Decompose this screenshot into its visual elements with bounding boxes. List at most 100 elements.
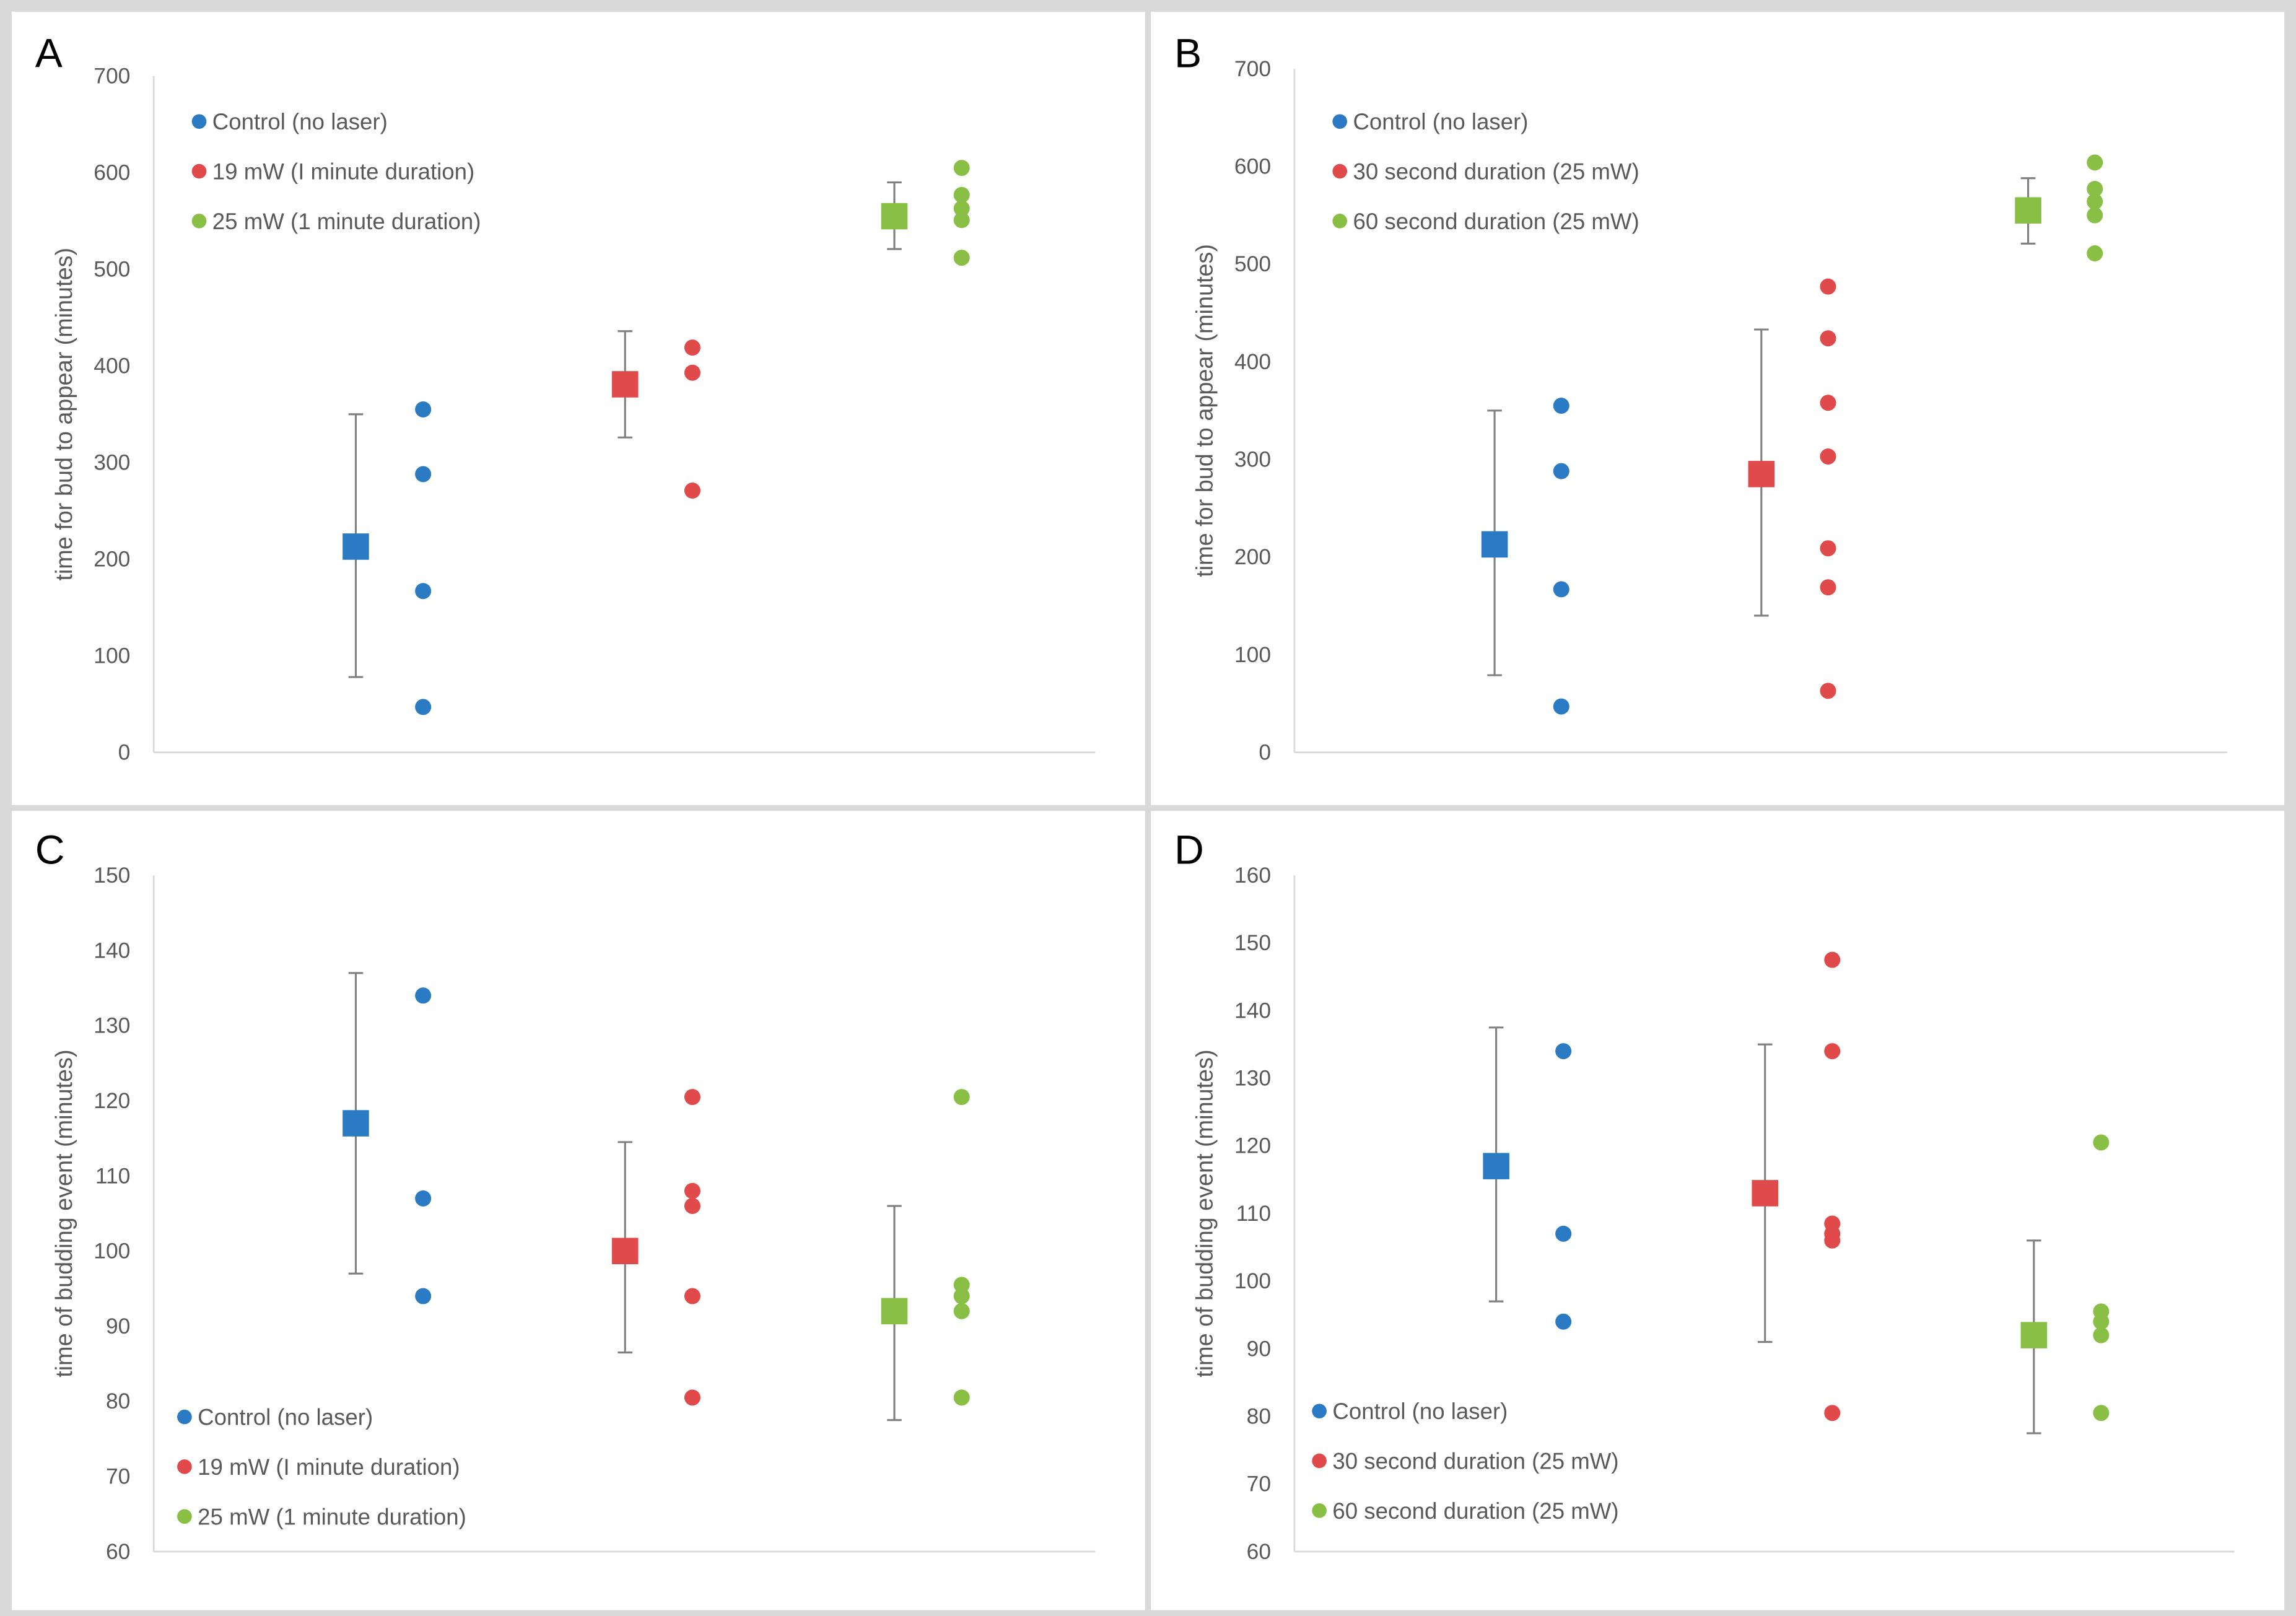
legend-marker [1312,1503,1327,1518]
y-tick-label: 100 [1234,1269,1271,1293]
y-tick-label: 60 [1247,1539,1271,1564]
y-tick-label: 200 [1234,544,1271,569]
data-point [953,1277,970,1293]
data-point [2087,180,2103,197]
data-point [2093,1327,2110,1343]
panel-label: C [35,827,65,873]
y-tick-label: 0 [118,740,131,765]
mean-marker [1483,1153,1509,1179]
legend-marker [1332,164,1348,179]
data-point [415,699,432,715]
data-point [1820,330,1836,347]
mean-marker [343,533,369,560]
y-tick-label: 110 [95,1163,131,1188]
data-point [1820,448,1836,465]
data-point [2093,1313,2110,1330]
data-point [1820,683,1836,699]
series-3 [2015,154,2103,262]
legend-label: 30 second duration (25 mW) [1353,159,1639,185]
series-1 [1481,398,1569,715]
data-point [1555,1313,1572,1330]
data-point [1553,398,1569,414]
series-1 [1483,1026,1572,1330]
legend-label: Control (no laser) [212,109,388,134]
legend-marker [1332,114,1348,129]
legend-label: 60 second duration (25 mW) [1332,1498,1618,1524]
y-tick-label: 600 [94,160,130,185]
panel-b: 0 100 200 300 400 500 600 700 time for bud to ap… [1151,11,2285,805]
y-tick-label: 700 [94,64,130,89]
y-tick-label: 200 [94,547,130,572]
panel-a: 0 100 200 300 400 500 600 700 time for bud to ap… [11,11,1145,805]
y-tick-label: 500 [1234,251,1271,276]
data-point [953,1389,970,1406]
y-tick-label: 60 [106,1539,130,1564]
series-2 [611,1089,701,1406]
data-point [415,583,432,600]
panel-background [1151,811,2285,1610]
data-point [1553,698,1569,715]
data-point [684,1182,701,1199]
data-point [953,1089,970,1106]
data-point [1553,463,1569,479]
mean-marker [881,1298,908,1325]
data-point [953,160,970,177]
legend-label: 25 mW (1 minute duration) [198,1504,466,1529]
legend-marker [177,1509,192,1524]
mean-marker [881,203,908,230]
mean-marker [1481,531,1508,558]
mean-marker [2015,197,2041,224]
series-3 [2020,1134,2110,1435]
legend-label: Control (no laser) [1353,109,1528,134]
legend-marker [191,214,207,229]
data-point [2087,245,2103,262]
legend-marker [177,1409,192,1425]
data-point [415,466,432,483]
y-tick-label: 80 [1247,1404,1271,1428]
legend-label: 25 mW (1 minute duration) [212,209,481,234]
data-point [684,1089,701,1106]
data-point [953,200,970,217]
data-point [953,1303,970,1319]
mean-marker [611,1238,639,1265]
data-point [684,1288,701,1304]
y-axis-label: time for bud to appear (minutes) [51,248,77,581]
series-3 [881,160,970,266]
series-3 [881,1089,970,1422]
mean-marker [343,1110,369,1137]
legend-label: 19 mW (I minute duration) [212,159,474,185]
legend-label: 60 second duration (25 mW) [1353,209,1639,234]
mean-marker [1752,1180,1778,1207]
panel-label: B [1174,31,1202,77]
data-point [953,212,970,229]
data-point [415,987,432,1004]
data-point [684,1197,701,1214]
panel-c: 60 70 80 90 100 110 120 130 140 150 time of buddin… [11,811,1145,1610]
panel-background [11,811,1145,1610]
data-point [1824,1405,1841,1422]
data-point [684,364,701,381]
y-tick-label: 70 [1247,1472,1271,1496]
mean-marker [611,371,639,398]
data-point [953,1288,970,1304]
y-tick-label: 100 [1234,642,1271,667]
panel-background [1151,11,2285,805]
mean-marker [1748,461,1775,487]
y-tick-label: 300 [94,450,130,475]
y-axis-label: time for bud to appear (minutes) [1192,244,1218,577]
y-tick-label: 160 [1234,863,1271,888]
legend-label: Control (no laser) [198,1405,373,1430]
panel-label: D [1174,827,1204,873]
y-tick-label: 600 [1234,154,1271,179]
data-point [2087,154,2103,171]
data-point [2087,207,2103,224]
y-tick-label: 700 [1234,56,1271,81]
series-2 [1752,951,1841,1422]
y-tick-label: 120 [94,1088,130,1113]
legend-label: 19 mW (I minute duration) [198,1454,460,1480]
y-tick-label: 130 [1234,1066,1271,1091]
y-tick-label: 500 [94,257,130,282]
data-point [684,1389,701,1406]
data-point [953,250,970,266]
